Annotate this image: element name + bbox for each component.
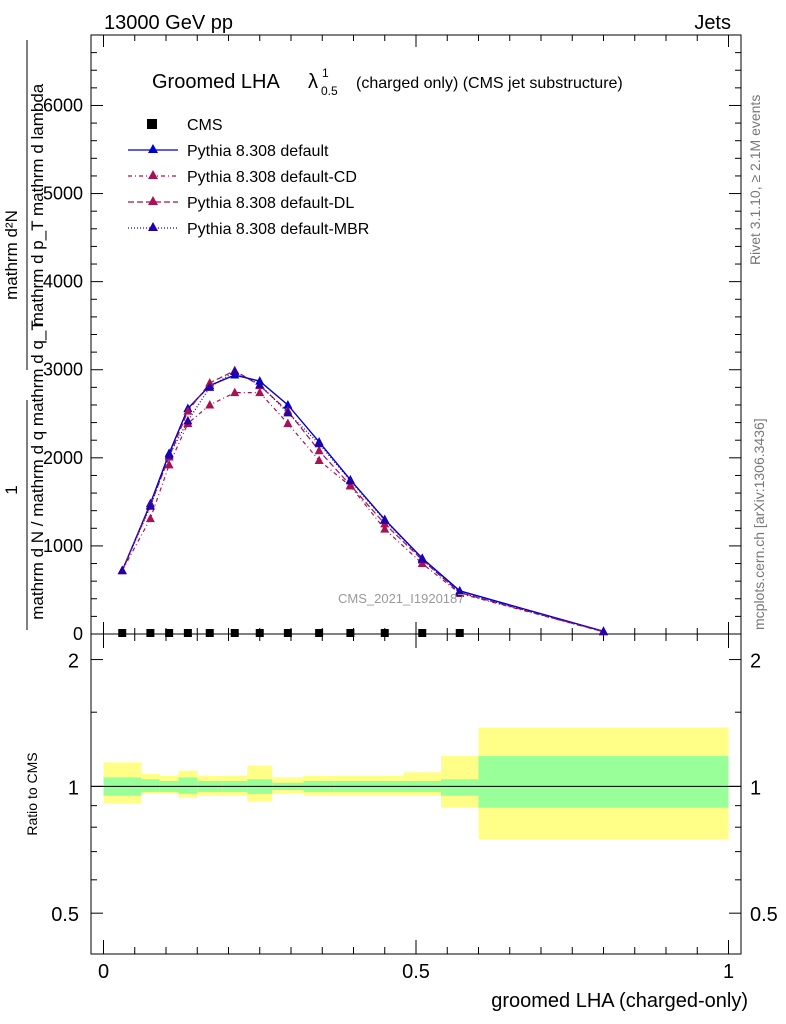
legend-marker-cd (148, 170, 158, 179)
series-point-dl (314, 445, 324, 455)
series-line-default (121, 374, 604, 633)
main-ytick-label: 6000 (43, 95, 83, 115)
ratio-axis-ticks: 0.5 0.5 1 1 2 2 0 0.5 1 (51, 634, 778, 983)
legend-label-mbr: Pythia 8.308 default-MBR (187, 221, 369, 238)
series-point-dl (183, 406, 193, 415)
ratio-ytick-label-right: 2 (750, 651, 761, 673)
cms-data-point (165, 629, 174, 637)
legend-label-dl: Pythia 8.308 default-DL (187, 195, 354, 212)
cms-data-point (315, 629, 324, 637)
main-ytick-label: 4000 (43, 272, 83, 292)
ylabel-numerator-bottom: mathrm d p_T mathrm d lambda (28, 83, 47, 326)
series-point-mbr (417, 554, 427, 563)
series-point-mbr (183, 415, 193, 425)
chart-title-sup: 1 (322, 66, 329, 80)
series-point-cd (314, 455, 324, 464)
xtick-label: 0.5 (402, 961, 430, 983)
xaxis-label: groomed LHA (charged-only) (491, 990, 748, 1012)
cms-data-points (118, 629, 464, 637)
cms-data-point (283, 629, 292, 637)
cms-data-point (183, 629, 192, 637)
cms-data-point (255, 629, 264, 637)
legend-label-cd: Pythia 8.308 default-CD (187, 169, 357, 186)
ratio-ylabel: Ratio to CMS (24, 752, 40, 835)
ratio-uncertainty-bands (103, 727, 729, 840)
cms-data-point (346, 629, 355, 637)
side-rivet-label: Rivet 3.1.10, ≥ 2.1M events (747, 95, 763, 265)
cms-data-point (380, 629, 389, 637)
series-points (117, 365, 608, 636)
chart-title-rest: (charged only) (CMS jet substructure) (356, 75, 623, 92)
series-point-cd (283, 418, 293, 427)
series-point-cd (230, 387, 240, 397)
main-ytick-label: 1000 (43, 536, 83, 556)
main-ylabel: mathrm d²N mathrm d p_T mathrm d lambda … (2, 40, 47, 630)
legend-label-default: Pythia 8.308 default (187, 143, 329, 160)
series-point-cd (205, 399, 215, 409)
chart-title-main: Groomed LHA (152, 71, 280, 93)
series-point-cd (164, 459, 174, 469)
legend-label-cms: CMS (187, 117, 223, 134)
series-point-mbr (283, 407, 293, 417)
legend-marker-dl (148, 196, 158, 205)
series-line-dl (121, 369, 604, 633)
ratio-ytick-label-right: 1 (750, 777, 761, 799)
chart-title-lambda: λ (308, 71, 318, 93)
ratio-ytick-label: 1 (68, 777, 79, 799)
ylabel-denominator: mathrm d N / mathrm d q mathrm d q_T (28, 320, 47, 619)
header-energy: 13000 GeV pp (104, 12, 233, 34)
series-point-mbr (117, 565, 127, 575)
series-point-mbr (205, 382, 215, 391)
side-mcplots-label: mcplots.cern.ch [arXiv:1306.3436] (751, 418, 767, 630)
cms-data-point (418, 629, 427, 637)
ratio-inner-band-bin (441, 779, 479, 796)
cms-data-point (118, 629, 127, 637)
cms-data-point (230, 629, 239, 637)
series-point-mbr (255, 379, 265, 389)
main-ytick-label: 5000 (43, 184, 83, 204)
ylabel-one: 1 (2, 485, 21, 494)
legend-marker-cms (147, 119, 157, 129)
ratio-ytick-label: 0.5 (51, 904, 79, 926)
main-ytick-label: 3000 (43, 360, 83, 380)
main-ytick-label: 0 (73, 624, 83, 644)
ratio-ytick-label: 2 (68, 651, 79, 673)
series-point-mbr (145, 501, 155, 510)
main-ytick-label: 2000 (43, 448, 83, 468)
header-category: Jets (694, 12, 731, 34)
chart-title-sub: 0.5 (321, 84, 338, 98)
xtick-label: 1 (723, 961, 734, 983)
cms-data-point (146, 629, 155, 637)
ratio-inner-band-bin (178, 777, 198, 794)
series-point-mbr (164, 450, 174, 459)
main-axis-ticks: 0 1000 2000 3000 4000 5000 6000 (43, 35, 741, 644)
ylabel-numerator-top: mathrm d²N (2, 210, 21, 300)
series-point-mbr (314, 438, 324, 448)
analysis-watermark: CMS_2021_I1920187 (338, 591, 465, 606)
ratio-inner-band-bin (478, 756, 729, 808)
series-point-mbr (380, 515, 390, 524)
ratio-inner-band-bin (141, 779, 160, 792)
ratio-ytick-label-right: 0.5 (750, 904, 778, 926)
series-point-mbr (455, 587, 465, 597)
series-point-mbr (345, 475, 355, 485)
legend: CMS Pythia 8.308 default Pythia 8.308 de… (128, 117, 369, 238)
series-point-cd (380, 524, 390, 533)
cms-data-point (455, 629, 464, 637)
legend-marker-default (148, 144, 158, 153)
series-point-dl (205, 377, 215, 387)
legend-marker-mbr (148, 222, 158, 231)
xtick-label: 0 (98, 961, 109, 983)
series-point-cd (145, 513, 155, 523)
series-point-mbr (230, 366, 240, 375)
series-point-default (283, 399, 293, 409)
series-point-cd (255, 387, 265, 397)
series-point-mbr (599, 626, 608, 635)
series-point-dl (345, 480, 355, 489)
cms-data-point (205, 629, 214, 637)
